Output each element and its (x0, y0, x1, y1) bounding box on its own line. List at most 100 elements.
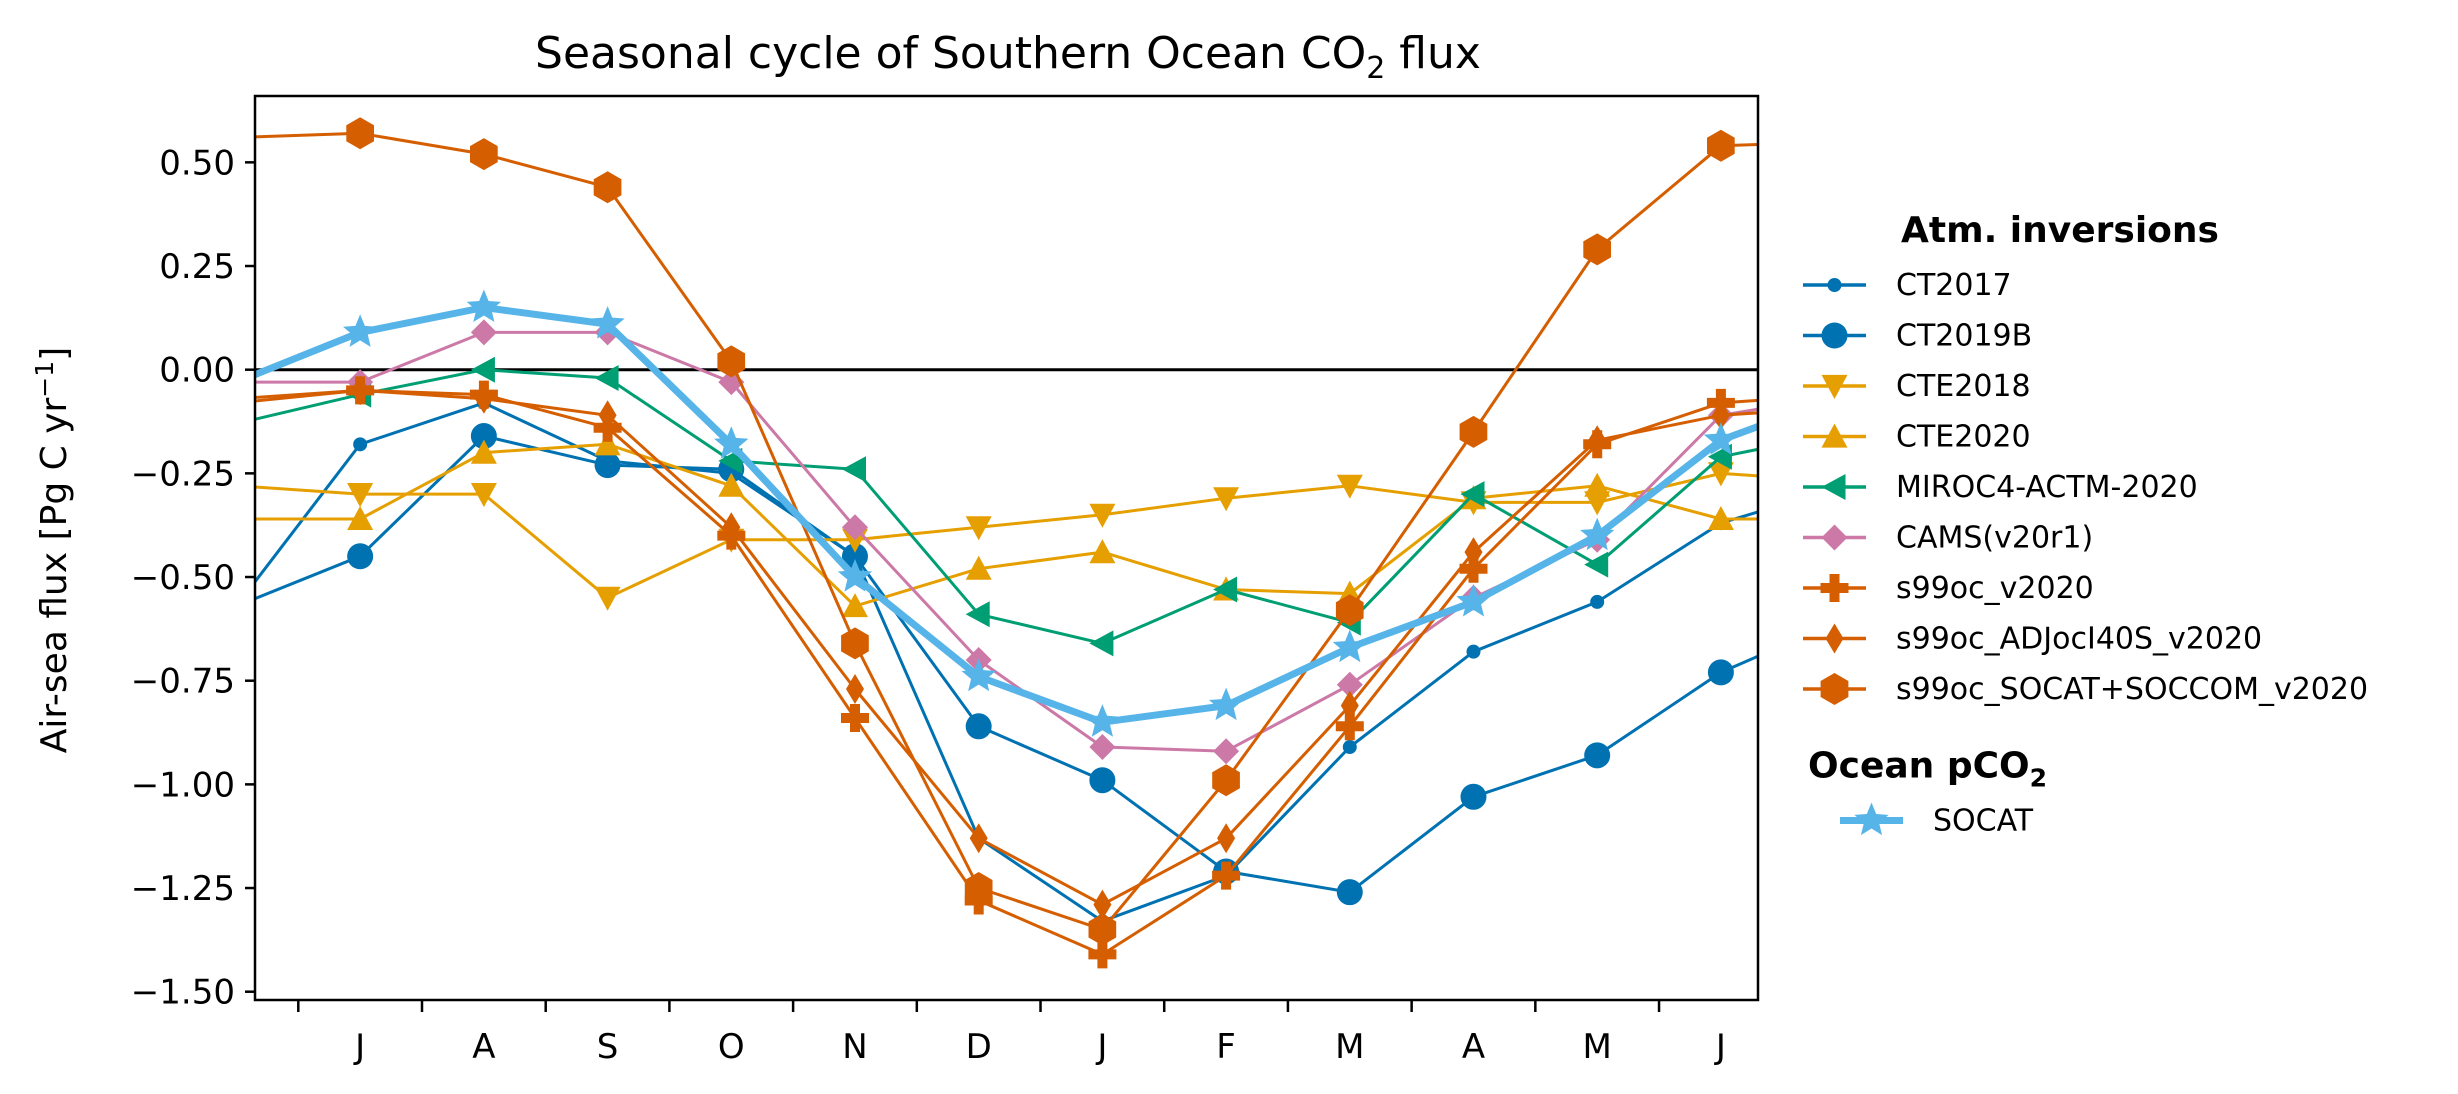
legend-marker-3 (1821, 423, 1848, 448)
data-point-0-9 (1466, 644, 1481, 659)
data-point-8-7 (1212, 764, 1240, 797)
data-point-5-4 (842, 514, 868, 541)
plot-clipped-group (255, 117, 1758, 969)
data-point-8-9 (1459, 415, 1488, 448)
data-point-8-5 (964, 872, 993, 904)
legend-marker-1 (1821, 322, 1848, 349)
data-point-8-0 (346, 117, 374, 150)
series-line-4 (255, 368, 1758, 645)
data-point-7-11 (1711, 400, 1730, 431)
data-point-9-3 (714, 426, 749, 459)
data-point-3-11 (1707, 506, 1734, 530)
legend-marker-7 (1825, 623, 1844, 654)
data-point-6-7 (1212, 861, 1241, 890)
data-point-9-4 (837, 559, 873, 592)
x-tick-label-5: D (966, 1027, 992, 1067)
y-tick-label-4: −0.50 (131, 558, 235, 598)
data-point-1-8 (1336, 879, 1363, 906)
data-point-9-5 (961, 658, 996, 692)
data-point-9-11 (1703, 422, 1738, 455)
legend-marker-5 (1821, 524, 1848, 551)
data-point-1-5 (965, 713, 992, 740)
y-tick-label-1: 0.25 (159, 247, 235, 287)
series-line-0 (255, 401, 1758, 923)
legend-label-6: s99oc_v2020 (1896, 571, 2094, 606)
data-point-8-3 (717, 345, 746, 378)
data-point-7-2 (598, 400, 617, 431)
legend-marker-9 (1854, 802, 1889, 836)
x-tick-label-10: M (1583, 1027, 1612, 1067)
axes: 0.50 0.25 0.00 −0.25 −0.50 −0.75 −1.00 −1.25 −1.… (131, 94, 1760, 1067)
data-point-0-8 (1342, 740, 1357, 755)
y-tick-label-2: 0.00 (159, 351, 235, 391)
legend-marker-6 (1820, 574, 1849, 602)
data-point-4-6 (1089, 630, 1114, 657)
data-point-3-0 (347, 506, 374, 530)
x-tick-label-8: M (1335, 1027, 1364, 1067)
data-point-8-10 (1583, 233, 1611, 266)
legend-marker-2 (1821, 374, 1848, 399)
y-tick-label-8: −1.50 (131, 973, 235, 1013)
data-point-1-0 (347, 543, 374, 570)
data-point-7-7 (1217, 823, 1236, 854)
y-tick-label-5: −0.75 (131, 662, 235, 702)
series-line-7 (255, 388, 1758, 907)
legend-label-9: SOCAT (1933, 804, 2034, 839)
data-point-7-8 (1340, 690, 1359, 721)
data-point-3-10 (1584, 472, 1611, 497)
data-point-3-4 (842, 593, 868, 618)
series-line-3 (255, 442, 1758, 608)
plot-area (255, 117, 1758, 969)
data-point-5-7 (1213, 738, 1240, 765)
data-point-7-9 (1464, 537, 1483, 568)
data-point-8-11 (1707, 129, 1735, 162)
legend-label-4: MIROC4-ACTM-2020 (1896, 470, 2198, 505)
data-point-2-5 (965, 516, 992, 541)
data-point-5-6 (1089, 734, 1116, 760)
legend-label-7: s99oc_ADJocI40S_v2020 (1896, 622, 2262, 657)
series-line-9 (255, 304, 1758, 726)
data-point-9-9 (1456, 583, 1491, 617)
data-point-8-1 (470, 138, 498, 171)
data-point-1-1 (470, 423, 497, 450)
legend-label-2: CTE2018 (1896, 369, 2031, 404)
data-point-2-11 (1707, 462, 1734, 487)
data-point-9-0 (343, 314, 378, 347)
y-axis-label: Air-sea flux [Pg C yr−1] (30, 347, 75, 753)
y-tick-label-3: −0.25 (131, 454, 235, 494)
plot-frame (253, 94, 1760, 1002)
data-point-6-6 (1088, 940, 1117, 969)
data-point-9-10 (1580, 517, 1615, 551)
legend-title-0: Atm. inversions (1901, 210, 2219, 251)
legend-label-5: CAMS(v20r1) (1896, 521, 2093, 556)
data-point-4-5 (965, 601, 990, 628)
data-point-6-4 (841, 704, 869, 732)
x-tick-label-0: J (353, 1027, 365, 1067)
x-tick-label-1: A (472, 1027, 495, 1067)
data-point-1-4 (841, 543, 868, 570)
data-point-9-6 (1085, 704, 1120, 737)
data-point-3-5 (965, 555, 992, 580)
data-point-7-5 (969, 823, 988, 854)
legend-label-8: s99oc_SOCAT+SOCCOM_v2020 (1896, 672, 2368, 707)
data-point-5-1 (470, 319, 497, 346)
data-point-0-0 (353, 437, 368, 452)
data-point-8-4 (841, 627, 869, 660)
data-point-8-2 (593, 171, 622, 204)
legend-label-0: CT2017 (1896, 268, 2012, 303)
data-point-4-10 (1584, 551, 1609, 578)
data-point-4-4 (842, 456, 866, 483)
x-tick-label-9: A (1462, 1027, 1485, 1067)
data-point-4-9 (1460, 481, 1485, 508)
series-line-8 (255, 131, 1758, 931)
data-point-7-6 (1093, 889, 1112, 920)
chart-title: Seasonal cycle of Southern Ocean CO2 flu… (535, 28, 1481, 86)
legend-marker-0 (1827, 278, 1842, 292)
data-point-9-7 (1209, 687, 1244, 721)
data-point-4-2 (594, 365, 619, 391)
data-point-1-6 (1089, 767, 1116, 794)
data-point-1-2 (594, 452, 621, 479)
x-tick-label-4: N (842, 1027, 867, 1067)
data-point-2-0 (347, 483, 374, 508)
